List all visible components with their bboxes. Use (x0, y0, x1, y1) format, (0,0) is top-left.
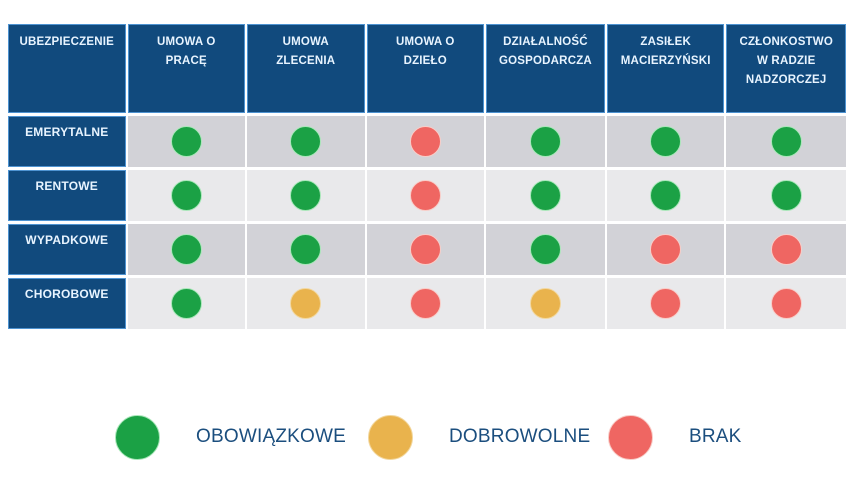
mandatory-status-dot (529, 234, 561, 265)
column-header-3: UMOWA O DZIEŁO (366, 24, 484, 113)
table-cell (366, 224, 484, 275)
legend-label-voluntary: DOBROWOLNE (449, 426, 591, 447)
mandatory-status-dot (650, 180, 682, 211)
mandatory-status-dot (170, 180, 202, 211)
row-header-chorobowe: CHOROBOWE (8, 278, 126, 329)
table-cell (127, 224, 245, 275)
row-header-wypadkowe: WYPADKOWE (8, 224, 126, 275)
mandatory-status-dot (170, 126, 202, 157)
table-cell (247, 278, 365, 329)
table-cell (247, 116, 365, 167)
legend: OBOWIĄZKOWE DOBROWOLNE BRAK (0, 414, 866, 460)
mandatory-status-dot (770, 126, 802, 157)
table-cell (486, 116, 605, 167)
insurance-table: UBEZPIECZENIE UMOWA O PRACĘ UMOWA ZLECENI… (8, 24, 846, 329)
legend-item-voluntary: DOBROWOLNE (368, 414, 590, 460)
column-header-1: UMOWA O PRACĘ (127, 24, 245, 113)
mandatory-status-dot (290, 234, 322, 265)
mandatory-status-dot (290, 126, 322, 157)
corner-header: UBEZPIECZENIE (8, 24, 126, 113)
legend-label-mandatory: OBOWIĄZKOWE (196, 426, 346, 447)
table-cell (127, 116, 245, 167)
row-header-rentowe: RENTOWE (8, 170, 126, 221)
none-status-dot (409, 126, 441, 157)
mandatory-status-dot (170, 234, 202, 265)
none-status-dot (608, 414, 653, 460)
column-header-5: ZASIŁEK MACIERZYŃSKI (606, 24, 725, 113)
none-status-dot (409, 180, 441, 211)
table-cell (247, 170, 365, 221)
none-status-dot (650, 288, 682, 319)
voluntary-status-dot (529, 288, 561, 319)
mandatory-status-dot (170, 288, 202, 319)
table-cell (726, 116, 846, 167)
table-cell (606, 278, 725, 329)
legend-item-mandatory: OBOWIĄZKOWE (115, 414, 346, 460)
table-cell (606, 224, 725, 275)
table-cell (726, 170, 846, 221)
table-cell (726, 224, 846, 275)
none-status-dot (770, 234, 802, 265)
table-cell (366, 278, 484, 329)
mandatory-status-dot (770, 180, 802, 211)
column-header-2: UMOWA ZLECENIA (247, 24, 365, 113)
legend-item-none: BRAK (608, 414, 742, 460)
table-cell (486, 170, 605, 221)
legend-label-none: BRAK (689, 426, 742, 447)
column-header-6: CZŁONKOSTWO W RADZIE NADZORCZEJ (726, 24, 846, 113)
voluntary-status-dot (290, 288, 322, 319)
table-cell (127, 170, 245, 221)
table-cell (606, 116, 725, 167)
table-cell (606, 170, 725, 221)
table-cell (366, 116, 484, 167)
none-status-dot (409, 288, 441, 319)
none-status-dot (770, 288, 802, 319)
table-cell (127, 278, 245, 329)
column-header-4: DZIAŁALNOŚĆ GOSPODARCZA (486, 24, 605, 113)
mandatory-status-dot (529, 180, 561, 211)
mandatory-status-dot (650, 126, 682, 157)
none-status-dot (650, 234, 682, 265)
mandatory-status-dot (115, 414, 160, 460)
table-cell (726, 278, 846, 329)
table-cell (486, 224, 605, 275)
mandatory-status-dot (529, 126, 561, 157)
table-cell (247, 224, 365, 275)
voluntary-status-dot (368, 414, 413, 460)
table-cell (366, 170, 484, 221)
mandatory-status-dot (290, 180, 322, 211)
row-header-emerytalne: EMERYTALNE (8, 116, 126, 167)
table-cell (486, 278, 605, 329)
none-status-dot (409, 234, 441, 265)
